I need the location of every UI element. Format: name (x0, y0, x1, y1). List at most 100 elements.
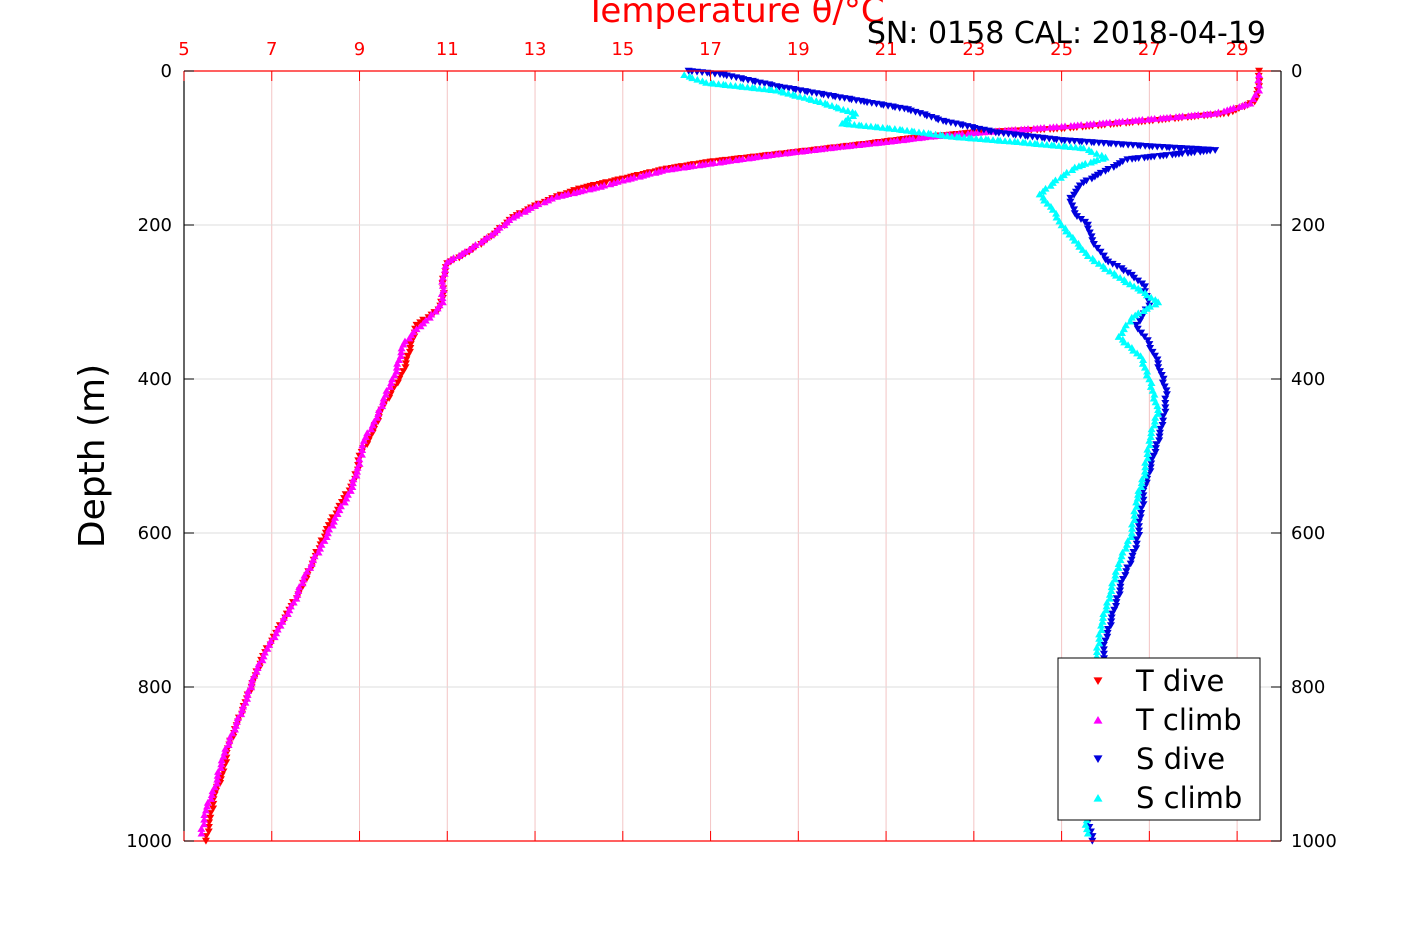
data-point (1139, 501, 1148, 508)
data-point (693, 75, 702, 83)
data-point (1161, 404, 1170, 412)
data-point (552, 192, 561, 200)
data-point (1104, 258, 1113, 266)
data-point (1045, 123, 1054, 131)
data-point (1108, 260, 1117, 268)
data-point (276, 621, 285, 629)
x-tick-label: 9 (354, 39, 365, 60)
data-point (1132, 321, 1141, 329)
data-point (416, 322, 425, 330)
data-point (914, 128, 923, 136)
legend-label: T dive (1135, 664, 1224, 698)
data-point (1123, 117, 1132, 125)
data-point (358, 441, 367, 449)
data-point (355, 455, 364, 463)
data-point (253, 664, 262, 671)
data-point (1150, 421, 1159, 429)
data-point (1154, 406, 1163, 413)
data-point (1255, 81, 1264, 89)
data-point (406, 345, 415, 352)
data-point (1161, 395, 1170, 403)
data-point (1132, 540, 1141, 548)
data-point (1066, 194, 1075, 202)
data-point (1158, 422, 1167, 429)
data-point (1110, 575, 1119, 583)
data-point (388, 375, 397, 383)
data-point (1081, 820, 1090, 828)
data-point (1128, 520, 1137, 528)
data-point (248, 675, 257, 683)
data-point (606, 180, 615, 188)
data-point (1052, 213, 1061, 221)
y-tick-label-right: 200 (1291, 215, 1325, 236)
data-point (1118, 548, 1127, 556)
data-point (346, 487, 355, 494)
data-point (476, 238, 485, 246)
data-point (767, 86, 776, 93)
axes-layer: 5 7 9 11 13 15 17 19 21 23 25 27 29 0 0 200 200 400 400 600… (126, 39, 1337, 852)
data-point (1184, 112, 1193, 119)
data-point (834, 104, 843, 112)
data-point (258, 656, 267, 664)
data-point (349, 475, 358, 483)
data-point (454, 252, 463, 259)
data-point (1134, 523, 1143, 530)
data-point (401, 360, 410, 368)
data-point (1066, 143, 1075, 151)
data-point (1048, 206, 1057, 213)
x-tick-label: 17 (699, 39, 722, 60)
data-point (1145, 437, 1154, 444)
data-point (437, 290, 446, 297)
data-point (412, 321, 421, 329)
data-point (353, 463, 362, 471)
data-point (1134, 277, 1143, 285)
data-point (714, 80, 723, 88)
data-point (838, 119, 847, 127)
legend-marker (1093, 715, 1103, 724)
data-point (1143, 445, 1152, 453)
data-point (750, 84, 759, 92)
data-point (855, 141, 864, 148)
data-point (1158, 379, 1167, 387)
data-point (585, 185, 594, 193)
data-point (1112, 602, 1121, 610)
y-axis-label: Depth (m) (72, 364, 113, 548)
data-point (358, 446, 367, 454)
data-point (438, 281, 447, 289)
data-point (1090, 257, 1099, 265)
data-point (1120, 338, 1129, 346)
data-point (1083, 252, 1092, 259)
data-point (1121, 278, 1130, 286)
data-point (772, 86, 781, 94)
data-point (367, 425, 376, 433)
data-point (1095, 635, 1104, 642)
data-point (743, 83, 752, 91)
data-point (208, 787, 217, 795)
data-point (1101, 265, 1110, 272)
data-point (1128, 117, 1137, 124)
data-point (1112, 595, 1121, 603)
data-point (1127, 529, 1136, 537)
data-point (1108, 579, 1117, 587)
legend-items: T dive T climb S dive S climb (1093, 664, 1242, 815)
data-point (1082, 825, 1091, 833)
data-point (715, 158, 724, 166)
y-tick-label-left: 400 (138, 369, 172, 390)
data-point (1105, 594, 1114, 602)
y-tick-label-right: 1000 (1291, 831, 1337, 852)
data-point (826, 144, 835, 152)
data-point (797, 147, 806, 155)
data-point (1123, 156, 1132, 164)
y-tick-label-right: 800 (1291, 677, 1325, 698)
data-point (1103, 629, 1112, 637)
legend-label: T climb (1135, 703, 1242, 737)
data-point (1102, 602, 1111, 610)
data-point (1246, 99, 1255, 107)
data-point (938, 131, 947, 139)
data-point (1130, 282, 1139, 290)
data-point (1196, 148, 1205, 156)
data-point (1038, 140, 1047, 148)
data-point (197, 825, 206, 832)
data-point (438, 298, 447, 306)
